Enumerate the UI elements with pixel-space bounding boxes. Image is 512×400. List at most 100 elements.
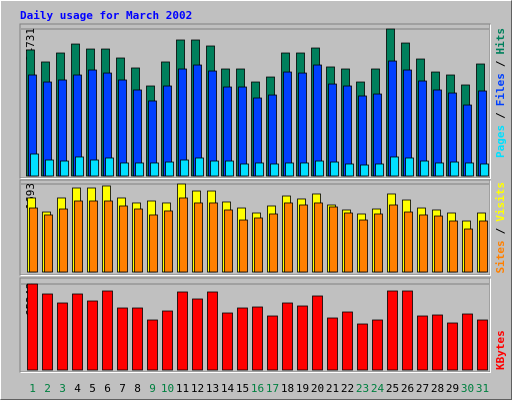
legend: Sites / Visits [494,182,507,274]
panel-bevel [20,180,491,276]
legend-entry: Pages [494,125,507,158]
bar [252,306,263,371]
bar [179,197,188,273]
x-tick-label: 13 [206,382,219,395]
bar [312,295,323,371]
x-tick-label: 11 [176,382,189,395]
bar [27,283,38,371]
bar [298,72,307,177]
bar [479,220,488,273]
bar [300,162,309,177]
bar [135,162,144,177]
bar [330,161,339,177]
bar [284,202,293,273]
bar [117,307,128,371]
bar [59,208,68,273]
bar [404,211,413,273]
bar [147,319,158,371]
bar [240,163,249,177]
x-tick-label: 17 [266,382,279,395]
bar [417,315,428,371]
bar [405,157,414,177]
bar [432,314,443,371]
bar [327,317,338,371]
x-tick-label: 28 [431,382,444,395]
x-tick-label: 18 [281,382,294,395]
bar [57,302,68,371]
bar [75,156,84,177]
bar [74,200,83,273]
bar [267,315,278,371]
bar [209,202,218,273]
legend-entry: Hits [494,28,507,55]
bar [164,210,173,273]
legend-entry: Sites [494,240,507,273]
bar [195,157,204,177]
bar [119,205,128,273]
bar [225,160,234,177]
x-tick-label: 22 [341,382,354,395]
legend-entry: Visits [494,182,507,222]
bar [450,161,459,177]
bar [30,153,39,177]
x-tick-label: 14 [221,382,235,395]
bar [105,157,114,177]
bar [402,290,413,371]
x-tick-label: 19 [296,382,309,395]
x-tick-label: 16 [251,382,264,395]
bar [360,164,369,177]
x-tick-label: 23 [356,382,369,395]
bar [435,162,444,177]
bar [315,160,324,177]
x-tick-label: 6 [104,382,111,395]
panel-bevel [20,24,491,179]
bar [90,159,99,177]
x-tick-label: 21 [326,382,339,395]
bar [282,302,293,371]
legend-entry: KBytes [494,330,507,370]
bar [134,208,143,273]
x-tick-label: 15 [236,382,249,395]
x-tick-label: 8 [134,382,141,395]
bar [372,319,383,371]
x-tick-label: 9 [149,382,156,395]
bar [344,212,353,273]
x-tick-label: 31 [476,382,489,395]
panel-bevel [20,278,491,373]
bar [208,70,217,177]
bar [207,291,218,371]
bar [329,206,338,273]
bar [283,71,292,177]
legend-separator: / [494,227,507,234]
bar [238,86,247,177]
chart-title: Daily usage for March 2002 [20,9,192,22]
bar [239,219,248,273]
bar [89,200,98,273]
bar [254,217,263,273]
bar [374,213,383,273]
bar [419,214,428,273]
x-tick-label: 12 [191,382,204,395]
bar [297,305,308,371]
bar [358,95,367,177]
x-tick-label: 30 [461,382,474,395]
bar [72,293,83,371]
x-tick-label: 2 [44,382,51,395]
bar [464,228,473,273]
bar [45,159,54,177]
bar [87,300,98,371]
bar [342,311,353,371]
x-tick-label: 25 [386,382,399,395]
bar [477,319,488,371]
bar [357,323,368,371]
bar [270,163,279,177]
bar [449,220,458,273]
bar [177,291,188,371]
bar [375,163,384,177]
bar [390,156,399,177]
bar [465,162,474,177]
bar [150,162,159,177]
bar [120,162,129,177]
bar [60,160,69,177]
